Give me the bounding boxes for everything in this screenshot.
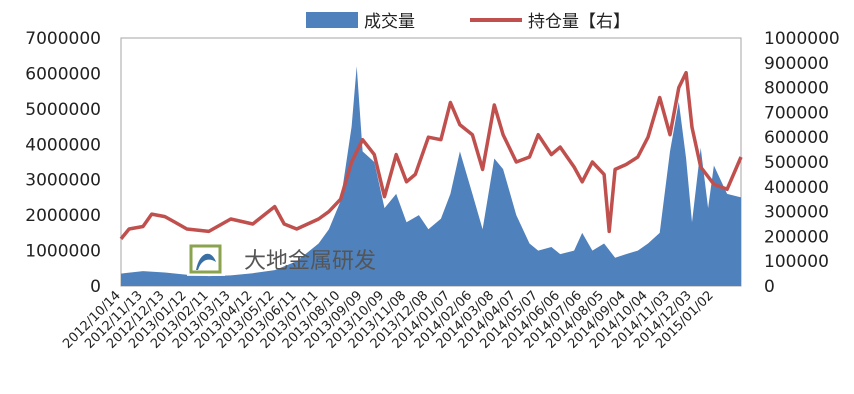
right-axis-tick-label: 900000	[764, 54, 829, 74]
right-axis-tick-label: 400000	[764, 178, 829, 198]
legend-label-open-interest: 持仓量【右】	[528, 12, 630, 32]
legend-label-volume: 成交量	[364, 12, 415, 32]
right-axis-tick-label: 100000	[764, 252, 829, 272]
left-axis-tick-label: 0	[90, 277, 101, 297]
right-axis-tick-label: 800000	[764, 79, 829, 99]
watermark-text: 大地金属研发	[244, 249, 376, 274]
legend-swatch-volume	[306, 12, 358, 28]
right-axis-tick-label: 700000	[764, 103, 829, 123]
left-axis-tick-label: 6000000	[25, 64, 101, 84]
left-axis-tick-label: 2000000	[25, 206, 101, 226]
right-axis-tick-label: 0	[764, 277, 775, 297]
right-axis-tick-label: 1000000	[764, 29, 840, 49]
left-axis-tick-label: 4000000	[25, 135, 101, 155]
left-axis-tick-label: 1000000	[25, 242, 101, 262]
right-axis-tick-label: 500000	[764, 153, 829, 173]
left-axis-tick-label: 7000000	[25, 29, 101, 49]
right-axis-tick-label: 600000	[764, 128, 829, 148]
left-axis-tick-label: 3000000	[25, 171, 101, 191]
right-axis-tick-label: 200000	[764, 227, 829, 247]
left-axis-tick-label: 5000000	[25, 100, 101, 120]
right-axis: 0 100000 200000 300000 400000 500000 600000 700…	[764, 29, 840, 297]
right-axis-tick-label: 300000	[764, 203, 829, 223]
